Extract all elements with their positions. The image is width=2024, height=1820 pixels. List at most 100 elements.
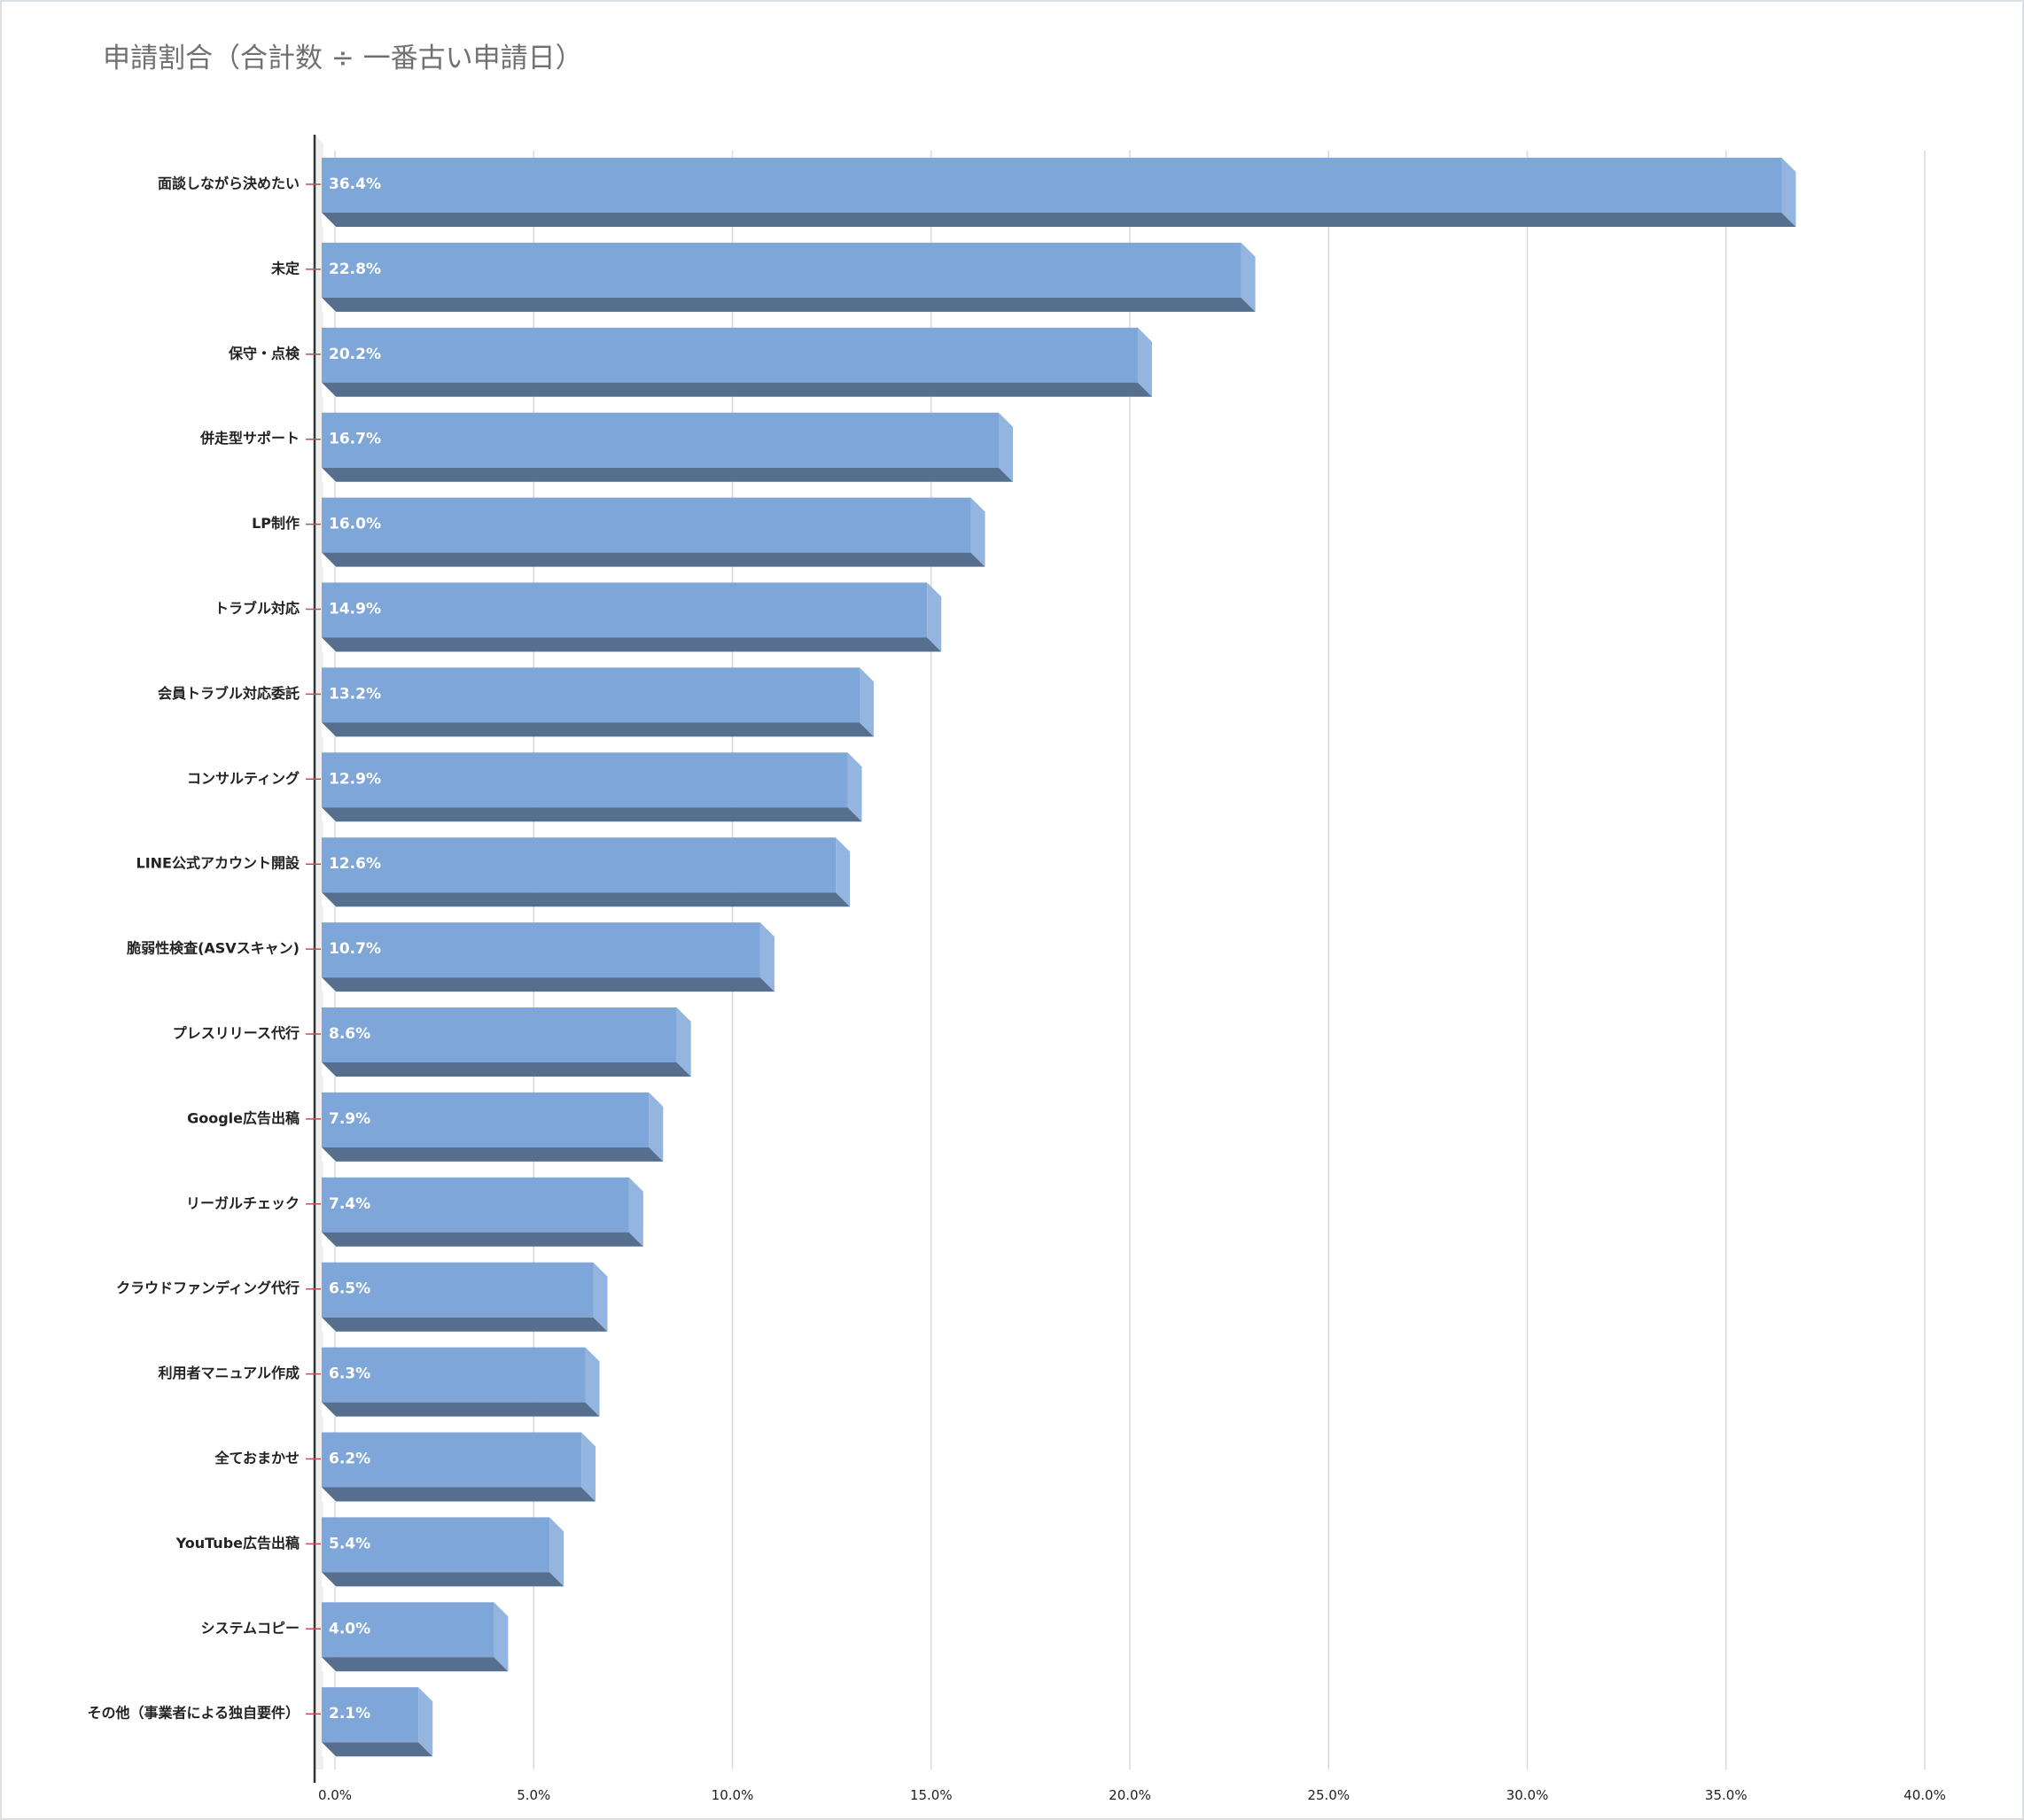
bar xyxy=(322,752,848,808)
x-tick-label: 5.0% xyxy=(517,1787,550,1803)
bar-end-face xyxy=(847,752,862,822)
data-label: 12.9% xyxy=(329,770,381,788)
bar-corner xyxy=(322,722,336,737)
category-label: 脆弱性検査(ASVスキャン) xyxy=(127,940,300,957)
bar-bottom-face xyxy=(322,1657,509,1672)
x-tick-label: 15.0% xyxy=(910,1787,953,1803)
bar xyxy=(322,242,1242,298)
category-label: 未定 xyxy=(270,260,300,276)
bar xyxy=(322,327,1138,383)
x-tick-label: 40.0% xyxy=(1903,1787,1946,1803)
bar-bottom-face xyxy=(322,1742,433,1757)
category-label: クラウドファンディング代行 xyxy=(116,1279,300,1296)
data-label: 14.9% xyxy=(329,601,381,618)
bar xyxy=(322,1432,582,1488)
bar-corner xyxy=(322,213,336,227)
bar-group xyxy=(322,412,1013,482)
bar-corner xyxy=(322,807,336,822)
bar-bottom-face xyxy=(322,1572,564,1587)
bar-end-face xyxy=(649,1092,664,1162)
data-label: 8.6% xyxy=(329,1025,370,1043)
bar xyxy=(322,1177,629,1233)
category-label: プレスリリース代行 xyxy=(173,1025,300,1042)
bar-end-face xyxy=(1241,242,1256,312)
bar-end-face xyxy=(593,1262,608,1332)
data-label: 6.3% xyxy=(329,1365,370,1383)
bar-end-face xyxy=(1781,158,1796,227)
data-label: 7.9% xyxy=(329,1110,370,1128)
bar xyxy=(322,1262,594,1318)
x-tick-label: 20.0% xyxy=(1109,1787,1151,1803)
bar-corner xyxy=(322,892,336,907)
category-label: 併走型サポート xyxy=(199,430,300,447)
bar-end-face xyxy=(998,412,1013,482)
data-label: 16.7% xyxy=(329,431,381,448)
bar-corner xyxy=(322,1062,336,1077)
bar-bottom-face xyxy=(322,1147,664,1162)
bar-end-face xyxy=(836,837,851,907)
data-label: 12.6% xyxy=(329,855,381,873)
data-label: 10.7% xyxy=(329,940,381,958)
bar xyxy=(322,1092,650,1147)
bar-group xyxy=(322,327,1152,397)
x-tick-label: 0.0% xyxy=(318,1787,352,1803)
data-label: 6.5% xyxy=(329,1280,370,1298)
bar xyxy=(322,412,999,468)
bar xyxy=(322,497,971,553)
bar-group xyxy=(322,158,1796,227)
bar-bottom-face xyxy=(322,892,851,907)
category-label: 利用者マニュアル作成 xyxy=(158,1365,300,1381)
bar-bottom-face xyxy=(322,1062,691,1077)
bar-bottom-face xyxy=(322,467,1013,482)
bar-end-face xyxy=(585,1347,600,1417)
bar-group xyxy=(322,1602,509,1672)
x-tick-label: 10.0% xyxy=(712,1787,754,1803)
category-label: トラブル対応 xyxy=(214,600,300,617)
bar-group xyxy=(322,1092,664,1162)
chart-title: 申請割合（合計数 ÷ 一番古い申請日） xyxy=(103,43,583,74)
bar-group xyxy=(322,582,942,652)
bar-group xyxy=(322,497,985,567)
bar xyxy=(322,1347,586,1403)
data-label: 36.4% xyxy=(329,175,381,193)
bar-corner xyxy=(322,977,336,992)
bar-bottom-face xyxy=(322,637,942,652)
bar-bottom-face xyxy=(322,977,775,992)
bar-corner xyxy=(322,382,336,397)
data-label: 13.2% xyxy=(329,685,381,703)
bar-corner xyxy=(322,1317,336,1332)
bar-corner xyxy=(322,1232,336,1247)
bar xyxy=(322,1687,419,1743)
data-label: 2.1% xyxy=(329,1705,370,1723)
axis-wall xyxy=(315,135,323,1769)
bar-corner xyxy=(322,637,336,652)
data-label: 16.0% xyxy=(329,516,381,533)
bar xyxy=(322,582,928,638)
bar-bottom-face xyxy=(322,807,862,822)
category-label: 会員トラブル対応委託 xyxy=(158,685,300,702)
category-label: LINE公式アカウント開設 xyxy=(136,855,300,872)
category-label: LP制作 xyxy=(252,515,300,532)
bar-group xyxy=(322,667,875,737)
category-label: その他（事業者による独自要件） xyxy=(87,1705,300,1722)
data-label: 7.4% xyxy=(329,1195,370,1213)
bar-end-face xyxy=(1137,327,1152,397)
bar-bottom-face xyxy=(322,552,985,567)
data-label: 6.2% xyxy=(329,1451,370,1468)
category-label: YouTube広告出稿 xyxy=(175,1535,300,1552)
bar-end-face xyxy=(759,922,775,992)
bar xyxy=(322,1007,677,1062)
bar-group xyxy=(322,242,1256,312)
bar-group xyxy=(322,1177,643,1247)
bar-corner xyxy=(322,1402,336,1417)
bar-corner xyxy=(322,1742,336,1757)
bar xyxy=(322,667,860,723)
bar-group xyxy=(322,1432,596,1502)
bar-bottom-face xyxy=(322,1402,600,1417)
bar-corner xyxy=(322,1572,336,1587)
bar-corner xyxy=(322,1147,336,1162)
bar xyxy=(322,1517,550,1573)
category-label: システムコピー xyxy=(200,1620,300,1637)
bar-group xyxy=(322,1262,608,1332)
bar-group xyxy=(322,1517,564,1587)
